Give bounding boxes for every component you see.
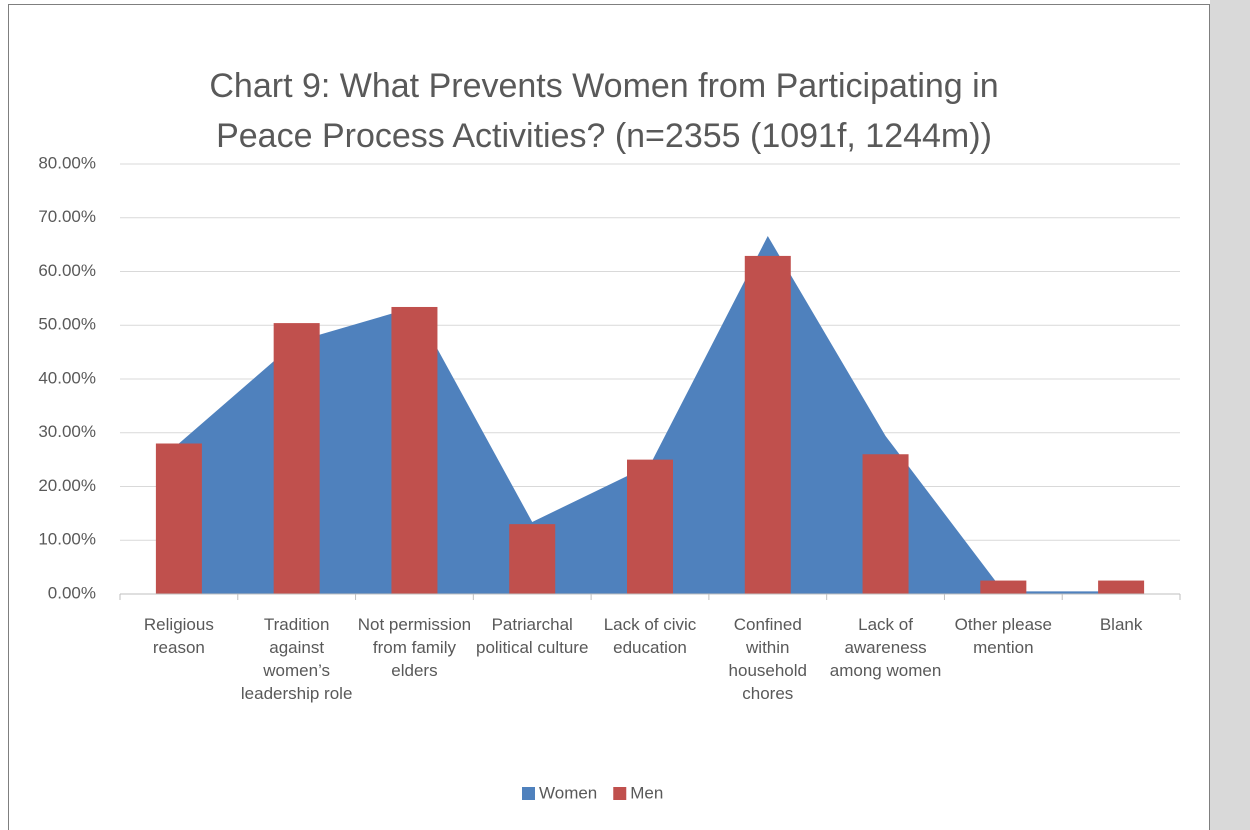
x-tick-label: Blank [1099, 615, 1143, 634]
side-panel [1210, 0, 1250, 830]
bar [509, 524, 556, 594]
bar [862, 454, 909, 594]
y-tick-label: 20.00% [38, 476, 96, 495]
bar [980, 580, 1027, 594]
y-tick-label: 70.00% [38, 207, 96, 226]
chart-title: Chart 9: What Prevents Women from Partic… [209, 67, 998, 155]
x-tick-label: Lack of awareness among women [829, 615, 942, 680]
y-tick-label: 60.00% [38, 261, 96, 280]
y-tick-label: 0.00% [48, 583, 96, 602]
legend-label: Women [539, 783, 597, 802]
x-tick-label: Other please mention [954, 615, 1052, 657]
bar [627, 459, 673, 594]
bar [155, 443, 202, 594]
legend-swatch [613, 787, 627, 800]
bar [273, 323, 320, 594]
x-tick-label: Religious reason [143, 615, 214, 657]
x-tick-label: Confined within household chores [728, 615, 807, 703]
bar [391, 306, 438, 594]
x-tick-label: Not permission from family elders [357, 615, 472, 680]
bar [744, 255, 791, 594]
y-tick-label: 10.00% [38, 530, 96, 549]
chart-border [8, 4, 1210, 830]
x-tick-label: Lack of civic education [603, 615, 697, 657]
legend-label: Men [630, 783, 663, 802]
x-tick-label: Patriarchal political culture [475, 615, 589, 657]
y-tick-label: 80.00% [38, 153, 96, 172]
y-tick-label: 50.00% [38, 315, 96, 334]
x-tick-label: Tradition against women’s leadership rol… [240, 615, 353, 703]
bar [1098, 580, 1145, 594]
legend-swatch [522, 787, 535, 800]
y-tick-label: 30.00% [38, 422, 96, 441]
y-tick-label: 40.00% [38, 368, 96, 387]
